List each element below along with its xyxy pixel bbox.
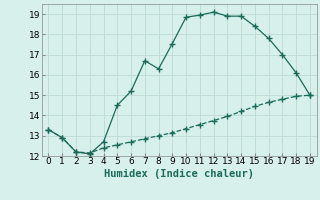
X-axis label: Humidex (Indice chaleur): Humidex (Indice chaleur) bbox=[104, 169, 254, 179]
